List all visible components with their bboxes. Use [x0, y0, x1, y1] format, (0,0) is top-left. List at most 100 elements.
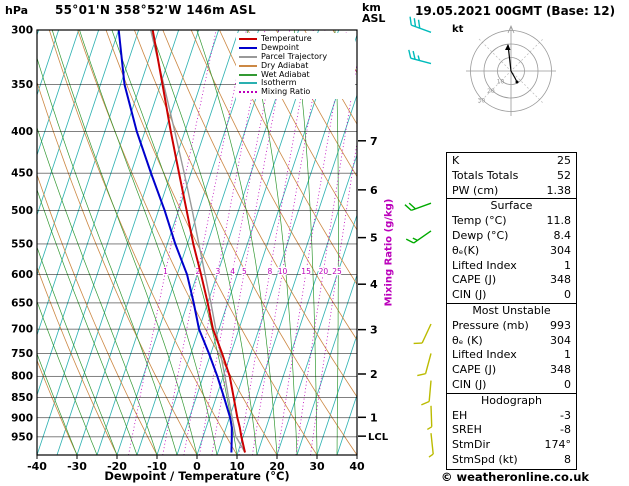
table-row-label: CAPE (J) [452, 273, 497, 287]
table-row-value: 348 [550, 273, 571, 287]
table-row: CAPE (J) 348 [447, 273, 576, 288]
temperature-tick-label: -10 [147, 460, 167, 473]
mixing-ratio-value: 25 [332, 267, 342, 276]
pressure-tick-label: 600 [11, 269, 33, 281]
legend-swatch [239, 73, 257, 76]
wind-barb [409, 16, 432, 33]
temperature-tick-label: -30 [67, 460, 87, 473]
table-row-value: 304 [550, 333, 571, 347]
table-row: PW (cm) 1.38 [447, 184, 576, 199]
legend-label: Parcel Trajectory [261, 51, 328, 61]
table-row-label: K [452, 154, 460, 167]
table-row-value: -8 [560, 423, 571, 437]
pressure-tick-label: 900 [11, 412, 33, 424]
altitude-km-label: 1 [370, 411, 378, 424]
temperature-axis: -40 -30 -20 -10 0 10 20 30 40 [27, 455, 365, 473]
altitude-km-label: 7 [370, 135, 378, 148]
table-row-value: -3 [560, 408, 571, 422]
temperature-tick-label: -20 [107, 460, 127, 473]
table-row-value: 304 [550, 243, 571, 257]
table-row: Totals Totals 52 [447, 169, 576, 184]
table-row: Lifted Index 1 [447, 259, 576, 274]
mixing-ratio-labels: 1 2 3 4 5 8 10 15 20 25 [162, 266, 343, 278]
wind-barb [426, 405, 433, 431]
legend-swatch [239, 38, 257, 41]
table-row: CAPE (J) 348 [447, 363, 576, 378]
table-row-label: Lifted Index [452, 258, 517, 272]
legend-label: Dewpoint [261, 43, 300, 53]
temperature-tick-label: 30 [309, 460, 325, 473]
table-group: Hodograph EH -3 SREH -8 StmDir 174° StmSpd (kt)… [447, 392, 576, 468]
wind-barb [408, 49, 432, 65]
table-row: θₑ(K) 304 [447, 244, 576, 259]
pressure-tick-label: 450 [11, 168, 33, 180]
wind-barb [405, 230, 432, 244]
pressure-tick-label: 700 [11, 324, 33, 336]
legend-item: Dry Adiabat [239, 61, 355, 70]
table-row-value: 25 [557, 154, 571, 167]
table-row: StmDir 174° [447, 438, 576, 453]
station-title: 55°01'N 358°52'W 146m ASL [55, 3, 256, 17]
pressure-axis-unit: hPa [5, 4, 29, 17]
temperature-axis-label: Dewpoint / Temperature (°C) [104, 469, 290, 483]
table-row: SREH -8 [447, 423, 576, 438]
table-group: Most Unstable Pressure (mb) 993 θₑ (K) 304 Li… [447, 302, 576, 393]
table-row-label: Dewp (°C) [452, 228, 509, 242]
table-row: K 25 [447, 154, 576, 169]
mixing-ratio-axis-label: Mixing Ratio (g/kg) [383, 198, 395, 307]
pressure-tick-label: 800 [11, 371, 33, 383]
hodograph-ring-label: 10 [497, 79, 505, 86]
table-row-value: 1 [564, 348, 571, 362]
table-row-label: PW (cm) [452, 183, 499, 197]
stats-table: K 25 Totals Totals 52 PW (cm) 1.38 Surface Temp… [446, 152, 577, 470]
pressure-tick-labels: 300 350 400 450 500 550 600 650 700 750 800 850 900 9… [11, 25, 33, 444]
mixing-ratio-value: 3 [215, 267, 220, 276]
table-row-label: StmDir [452, 438, 491, 452]
altitude-unit-asl: ASL [362, 12, 386, 25]
temperature-tick-label: 40 [349, 460, 365, 473]
pressure-tick-label: 750 [11, 348, 33, 360]
dewpoint-curve [117, 30, 233, 453]
legend-label: Wet Adiabat [261, 69, 310, 79]
wind-barbs [404, 16, 434, 458]
legend-swatch [239, 55, 257, 58]
temperature-tick-label: 0 [193, 460, 201, 473]
table-row-value: 174° [544, 438, 572, 452]
legend-swatch [239, 47, 257, 50]
pressure-tick-label: 300 [11, 25, 33, 37]
mixing-ratio-value: 20 [319, 267, 329, 276]
table-row-label: StmSpd (kt) [452, 452, 518, 466]
legend-item: Wet Adiabat [239, 70, 355, 79]
mixing-ratio-value: 1 [163, 267, 168, 276]
pressure-tick-label: 400 [11, 126, 33, 138]
table-row-label: θₑ(K) [452, 243, 480, 257]
pressure-tick-label: 350 [11, 79, 33, 91]
hodograph-unit-label: kt [452, 24, 464, 35]
table-row-value: 348 [550, 363, 571, 377]
table-group-title: Most Unstable [472, 303, 551, 317]
altitude-km-label: 6 [370, 184, 378, 197]
altitude-axis-unit: km ASL [362, 2, 385, 24]
hodograph-ring-label: 20 [487, 88, 495, 95]
table-row: Pressure (mb) 993 [447, 319, 576, 334]
mixing-ratio-value: 15 [301, 267, 311, 276]
wind-barb [404, 202, 432, 212]
pressure-tick-label: 500 [11, 205, 33, 217]
table-row-value: 52 [557, 168, 571, 182]
legend-label: Isotherm [261, 78, 297, 88]
wind-barb [413, 323, 432, 345]
copyright-footer: © weatheronline.co.uk [440, 470, 590, 484]
altitude-km-label: 4 [370, 278, 378, 291]
table-row: Temp (°C) 11.8 [447, 214, 576, 229]
table-row-label: EH [452, 408, 468, 422]
table-row-label: Temp (°C) [452, 214, 507, 228]
table-row-value: 8 [564, 452, 571, 466]
chart-legend: Temperature Dewpoint Parcel Trajectory Dry … [236, 33, 355, 99]
table-row: EH -3 [447, 409, 576, 424]
table-row-label: SREH [452, 423, 482, 437]
table-row-value: 1 [564, 258, 571, 272]
legend-label: Mixing Ratio [261, 87, 311, 97]
legend-item: Temperature [239, 35, 355, 44]
legend-item: Mixing Ratio [239, 88, 355, 97]
